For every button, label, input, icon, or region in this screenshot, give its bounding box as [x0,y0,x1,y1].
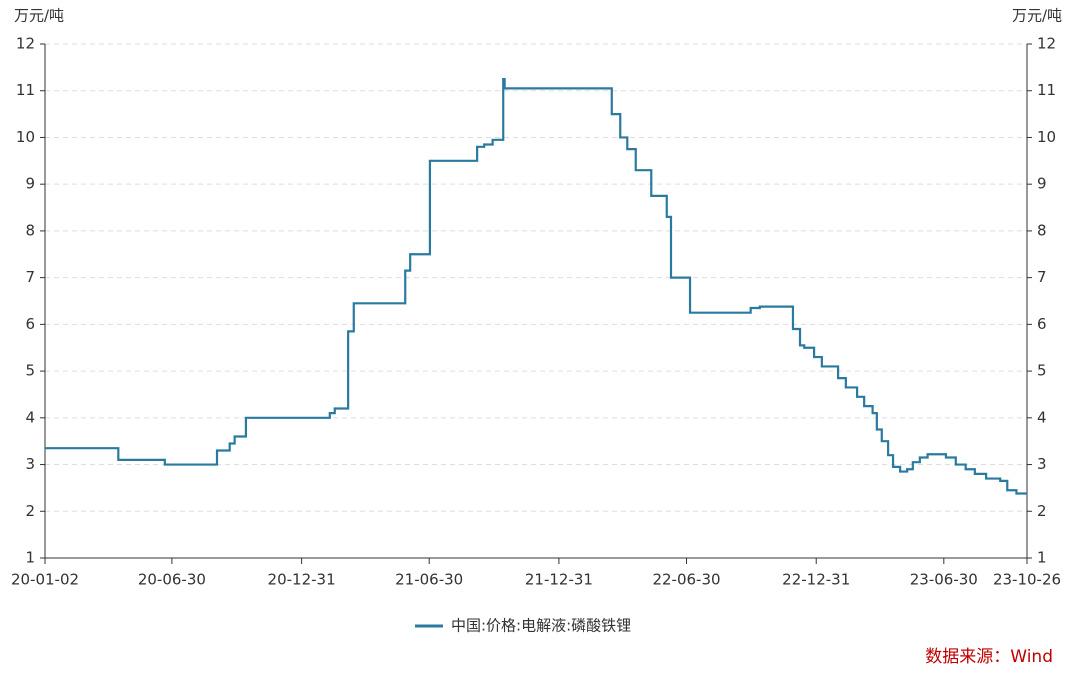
x-tick-label: 20-01-02 [11,571,79,589]
x-tick-label: 22-06-30 [652,571,720,589]
x-tick-label: 20-12-31 [268,571,336,589]
y2-tick-label: 6 [1037,315,1047,333]
legend-label: 中国:价格:电解液:磷酸铁锂 [451,617,631,635]
y2-tick-label: 7 [1037,268,1047,286]
y2-tick-label: 12 [1037,35,1056,53]
y2-tick-label: 3 [1037,455,1047,473]
price-line [45,77,1027,495]
y2-tick-label: 9 [1037,175,1047,193]
y2-tick-label: 8 [1037,221,1047,239]
x-tick-label: 21-12-31 [525,571,593,589]
source-note: 数据来源：Wind [925,647,1053,667]
y2-tick-label: 2 [1037,502,1047,520]
y2-tick-label: 4 [1037,408,1047,426]
x-tick-label: 23-06-30 [910,571,978,589]
x-tick-label: 20-06-30 [138,571,206,589]
x-tick-label: 21-06-30 [395,571,463,589]
y-tick-label: 10 [16,128,35,146]
y2-tick-label: 11 [1037,81,1056,99]
y-tick-label: 4 [25,408,35,426]
y2-tick-label: 1 [1037,549,1047,567]
y-tick-label: 5 [25,362,35,380]
x-tick-label: 23-10-26 [993,571,1061,589]
y-tick-label: 6 [25,315,35,333]
x-tick-label: 22-12-31 [782,571,850,589]
y-axis-unit: 万元/吨 [14,7,64,25]
y2-tick-label: 10 [1037,128,1056,146]
y-tick-label: 1 [25,549,35,567]
y-tick-label: 8 [25,221,35,239]
y-tick-label: 3 [25,455,35,473]
y-tick-label: 7 [25,268,35,286]
y-tick-label: 2 [25,502,35,520]
y-tick-label: 12 [16,35,35,53]
y-tick-label: 11 [16,81,35,99]
y-tick-label: 9 [25,175,35,193]
y2-tick-label: 5 [1037,362,1047,380]
y2-axis-unit: 万元/吨 [1012,7,1062,25]
